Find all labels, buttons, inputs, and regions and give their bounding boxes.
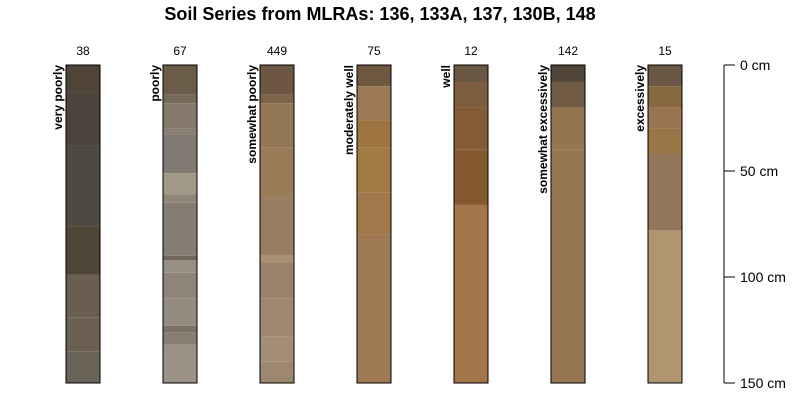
profile-drainage-label: very poorly [51, 65, 65, 130]
profile-count-label: 67 [173, 44, 187, 58]
soil-horizon [648, 86, 682, 108]
soil-horizon [454, 107, 488, 150]
soil-horizon [551, 107, 585, 150]
soil-horizon [551, 149, 585, 383]
soil-horizon [260, 361, 294, 383]
profile-drainage-label: somewhat poorly [245, 65, 259, 164]
soil-horizon [163, 202, 197, 256]
soil-horizon [163, 134, 197, 174]
soil-horizon [260, 147, 294, 197]
soil-horizon [260, 255, 294, 263]
soil-horizon [357, 86, 391, 121]
soil-horizon [163, 128, 197, 135]
soil-horizon [163, 65, 197, 95]
soil-profile: 67 poorly [148, 44, 198, 384]
soil-profile: 15 excessively [633, 44, 683, 384]
profile-outline [550, 64, 586, 384]
soil-horizon [163, 344, 197, 383]
soil-horizon [163, 272, 197, 299]
soil-profile: 142 somewhat excessively [536, 44, 586, 384]
soil-horizon [648, 107, 682, 129]
soil-profile: 38 very poorly [51, 44, 101, 384]
soil-horizon [260, 65, 294, 95]
profile-drainage-label: moderately well [342, 65, 356, 155]
soil-horizon [163, 325, 197, 333]
soil-horizon [260, 336, 294, 362]
soil-horizon [260, 103, 294, 148]
profile-outline [259, 64, 295, 384]
soil-horizon [357, 65, 391, 87]
soil-horizon [163, 260, 197, 273]
profile-count-label: 12 [464, 44, 478, 58]
soil-horizon [260, 298, 294, 337]
soil-horizon [357, 234, 391, 383]
soil-profile: 75 moderately well [342, 44, 392, 384]
depth-axis: 0 cm 50 cm 100 cm 150 cm [723, 57, 786, 391]
soil-horizon [260, 94, 294, 104]
soil-horizon [357, 192, 391, 235]
profile-outline [356, 64, 392, 384]
soil-horizon [66, 226, 100, 275]
soil-horizon [454, 65, 488, 82]
soil-horizon [454, 204, 488, 383]
profile-count-label: 15 [658, 44, 672, 58]
depth-tick-label: 100 cm [740, 269, 786, 285]
soil-horizon [648, 154, 682, 231]
profile-outline [162, 64, 198, 384]
profile-drainage-label: somewhat excessively [536, 65, 550, 194]
soil-horizon [357, 147, 391, 193]
soil-horizon [163, 332, 197, 345]
soil-horizon [648, 128, 682, 155]
soil-profile: 12 well [439, 44, 489, 384]
soil-horizon [66, 145, 100, 227]
profile-count-label: 38 [76, 44, 90, 58]
soil-horizon [163, 298, 197, 326]
depth-tick-label: 50 cm [740, 163, 778, 179]
soil-horizon [163, 194, 197, 203]
soil-horizon [66, 65, 100, 93]
soil-horizon [260, 262, 294, 299]
soil-horizon [66, 274, 100, 318]
soil-horizon [260, 196, 294, 256]
soil-horizon [648, 230, 682, 383]
soil-horizon [454, 149, 488, 205]
depth-tick-label: 150 cm [740, 375, 786, 391]
soil-horizon [66, 351, 100, 383]
soil-horizon [163, 94, 197, 104]
chart-title: Soil Series from MLRAs: 136, 133A, 137, … [164, 4, 595, 24]
profile-drainage-label: excessively [633, 65, 647, 132]
soil-horizon [163, 103, 197, 129]
soil-horizon [163, 255, 197, 261]
soil-horizon [66, 317, 100, 352]
profile-count-label: 449 [267, 44, 287, 58]
profile-drainage-label: poorly [148, 65, 162, 102]
profile-count-label: 142 [558, 44, 578, 58]
soil-horizon [357, 120, 391, 148]
profile-drainage-label: well [439, 65, 453, 89]
profile-count-label: 75 [367, 44, 381, 58]
soil-horizon [551, 81, 585, 108]
profile-outline [647, 64, 683, 384]
depth-tick-label: 0 cm [740, 57, 770, 73]
profile-outline [453, 64, 489, 384]
soil-horizon [648, 65, 682, 87]
profiles-layer: 38 very poorly 67 poorly 449 somewhat poorly 7… [51, 44, 683, 384]
profile-outline [65, 64, 101, 384]
soil-horizon [66, 92, 100, 146]
soil-horizon [454, 81, 488, 108]
soil-horizon [551, 65, 585, 82]
soil-profile: 449 somewhat poorly [245, 44, 295, 384]
soil-horizon [163, 173, 197, 195]
